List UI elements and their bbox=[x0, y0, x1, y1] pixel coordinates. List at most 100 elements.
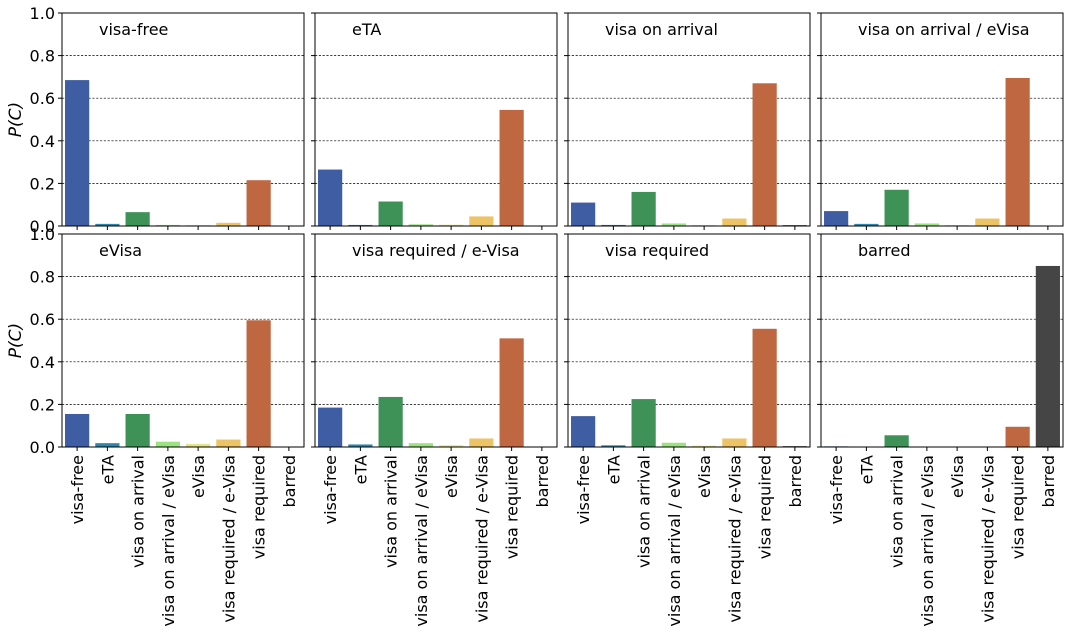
x-tick-label: eVisa bbox=[948, 455, 967, 498]
bar-evisa bbox=[186, 443, 211, 447]
x-tick-label: visa required bbox=[503, 455, 522, 559]
bar-visa-on-arrival-evisa bbox=[661, 223, 686, 226]
x-tick-label: visa on arrival bbox=[129, 455, 148, 568]
x-tick-label: visa on arrival bbox=[888, 455, 907, 568]
panel-8: barred visa-free eTA visa on arrival visa on… bbox=[817, 233, 1064, 627]
bar-visa-on-arrival-evisa bbox=[408, 224, 433, 226]
x-tick-label: eVisa bbox=[189, 455, 208, 498]
bar-visa-on-arrival bbox=[884, 435, 909, 447]
bar-visa-on-arrival bbox=[378, 201, 403, 226]
panel-2: eTA bbox=[311, 12, 558, 230]
x-tick-label: barred bbox=[1039, 455, 1058, 507]
panel-title: visa required bbox=[605, 241, 709, 260]
bar-visa-free bbox=[318, 407, 343, 447]
bar-visa-required bbox=[752, 328, 777, 447]
bar-eta bbox=[95, 223, 120, 226]
x-tick-label: visa required / e-Visa bbox=[472, 455, 491, 623]
x-tick-label: visa required / e-Visa bbox=[725, 455, 744, 623]
bar-visa-on-arrival-evisa bbox=[661, 442, 686, 447]
bar-eta bbox=[854, 223, 879, 226]
axes-frame bbox=[820, 12, 1064, 227]
x-tick-label: visa required bbox=[1009, 455, 1028, 559]
x-tick-label: eTA bbox=[604, 455, 623, 484]
bar-visa-free bbox=[65, 80, 90, 226]
bar-visa-on-arrival-evisa bbox=[914, 223, 939, 226]
panel-title: eTA bbox=[352, 20, 381, 39]
bar-evisa bbox=[439, 224, 464, 226]
y-axis-label: P(C) bbox=[6, 102, 26, 137]
x-tick-label: visa on arrival / eVisa bbox=[665, 455, 684, 627]
bar-visa-required-e-visa bbox=[469, 438, 494, 447]
bar-eta bbox=[601, 445, 626, 447]
bar-visa-on-arrival-evisa bbox=[155, 224, 180, 226]
bar-visa-required-e-visa bbox=[216, 222, 241, 226]
axes-frame bbox=[567, 233, 811, 448]
x-tick-label: visa required bbox=[756, 455, 775, 559]
panel-title: visa required / e-Visa bbox=[352, 241, 520, 260]
y-tick-label: 0.8 bbox=[30, 268, 55, 287]
bar-visa-required bbox=[1005, 426, 1030, 447]
bar-visa-required bbox=[1005, 77, 1030, 226]
x-tick-label: visa-free bbox=[321, 455, 340, 524]
y-tick-label: 0.2 bbox=[30, 174, 55, 193]
bar-evisa bbox=[439, 445, 464, 447]
axes-frame bbox=[61, 233, 305, 448]
x-tick-label: eTA bbox=[98, 455, 117, 484]
x-tick-label: barred bbox=[280, 455, 299, 507]
panel-title: visa-free bbox=[99, 20, 168, 39]
x-tick-label: visa required / e-Visa bbox=[978, 455, 997, 623]
bar-visa-free bbox=[824, 211, 849, 226]
bar-visa-on-arrival bbox=[631, 191, 656, 226]
panel-1: 0.0 0.2 0.4 0.6 0.8 1.0 P(C) visa-free bbox=[6, 4, 305, 236]
bar-visa-free bbox=[571, 416, 596, 447]
bar-visa-required-e-visa bbox=[722, 218, 747, 226]
bar-visa-free bbox=[65, 413, 90, 447]
x-tick-label: visa-free bbox=[574, 455, 593, 524]
x-tick-label: visa on arrival / eVisa bbox=[918, 455, 937, 627]
y-axis-label: P(C) bbox=[6, 323, 26, 358]
bar-visa-required bbox=[752, 83, 777, 226]
bar-visa-on-arrival-evisa bbox=[408, 443, 433, 447]
bar-visa-free bbox=[571, 202, 596, 226]
x-tick-label: eTA bbox=[857, 455, 876, 484]
y-tick-label: 1.0 bbox=[30, 225, 55, 244]
axes-frame bbox=[820, 233, 1064, 448]
panel-title: eVisa bbox=[99, 241, 142, 260]
panel-5: 0.0 0.2 0.4 0.6 0.8 1.0 P(C) eVisa visa-free eTA v… bbox=[6, 225, 305, 627]
bar-barred bbox=[1035, 265, 1060, 447]
bar-visa-on-arrival bbox=[378, 396, 403, 447]
panel-title: visa on arrival bbox=[605, 20, 718, 39]
bar-visa-required bbox=[246, 180, 271, 226]
y-tick-label: 0.0 bbox=[30, 217, 55, 236]
axes-frame bbox=[314, 12, 558, 227]
bar-eta bbox=[601, 224, 626, 226]
bar-visa-on-arrival-evisa bbox=[155, 441, 180, 447]
panel-3: visa on arrival bbox=[564, 12, 811, 230]
panel-title: barred bbox=[858, 241, 910, 260]
axes-frame bbox=[567, 12, 811, 227]
panel-title: visa on arrival / eVisa bbox=[858, 20, 1030, 39]
x-tick-label: barred bbox=[533, 455, 552, 507]
bar-evisa bbox=[692, 445, 717, 447]
bar-visa-on-arrival bbox=[884, 189, 909, 226]
x-tick-label: visa required / e-Visa bbox=[219, 455, 238, 623]
y-tick-label: 1.0 bbox=[30, 4, 55, 23]
x-tick-label: visa-free bbox=[827, 455, 846, 524]
bar-eta bbox=[95, 443, 120, 447]
x-tick-label: visa-free bbox=[68, 455, 87, 524]
x-tick-label: eTA bbox=[351, 455, 370, 484]
y-tick-label: 0.0 bbox=[30, 438, 55, 457]
bar-visa-required-e-visa bbox=[722, 438, 747, 447]
x-tick-label: barred bbox=[786, 455, 805, 507]
axes-frame bbox=[314, 233, 558, 448]
y-tick-label: 0.2 bbox=[30, 395, 55, 414]
x-tick-label: eVisa bbox=[442, 455, 461, 498]
panel-6: visa required / e-Visa visa-free eTA visa o… bbox=[311, 233, 558, 627]
x-tick-label: visa on arrival bbox=[382, 455, 401, 568]
bar-visa-required bbox=[246, 320, 271, 447]
bar-eta bbox=[348, 444, 373, 447]
y-tick-label: 0.4 bbox=[30, 353, 55, 372]
x-tick-label: visa on arrival bbox=[635, 455, 654, 568]
y-tick-label: 0.4 bbox=[30, 132, 55, 151]
panel-7: visa required visa-free eTA visa on arrival… bbox=[564, 233, 811, 627]
